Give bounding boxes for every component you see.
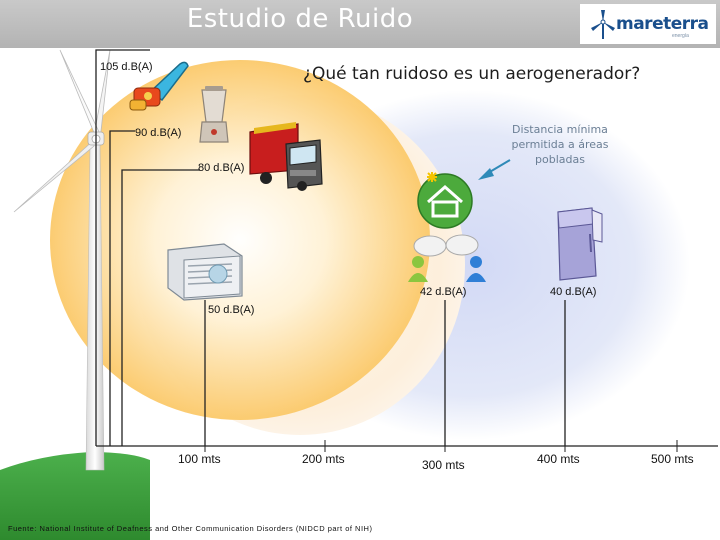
distance-label-100: 100 mts bbox=[178, 452, 221, 466]
level-label-refrigerator: 40 d.B(A) bbox=[550, 286, 597, 298]
source-note: Fuente: National Institute of Deafness a… bbox=[8, 524, 373, 533]
truck-icon bbox=[249, 122, 323, 191]
level-label-conversation: 42 d.B(A) bbox=[420, 286, 467, 298]
logo-subtext: energía bbox=[672, 33, 689, 39]
logo-turbine-icon bbox=[591, 10, 615, 39]
ground bbox=[0, 452, 150, 540]
chainsaw-icon bbox=[129, 61, 189, 111]
distance-label-500: 500 mts bbox=[651, 452, 694, 466]
level-label-blender: 90 d.B(A) bbox=[135, 127, 182, 139]
distance-label-200: 200 mts bbox=[302, 452, 345, 466]
level-lines bbox=[95, 49, 566, 446]
wind-turbine bbox=[13, 49, 111, 471]
level-label-truck: 80 d.B(A) bbox=[198, 162, 245, 174]
level-label-air-conditioner: 50 d.B(A) bbox=[208, 304, 255, 316]
refrigerator-icon bbox=[557, 207, 603, 281]
people-talking-icon bbox=[408, 234, 486, 282]
air-conditioner-icon bbox=[167, 243, 243, 301]
house-icon bbox=[417, 172, 473, 229]
slide-title: Estudio de Ruido bbox=[186, 4, 414, 34]
min-distance-note: Distancia mínima permitida a áreas pobla… bbox=[511, 123, 609, 166]
blender-icon bbox=[199, 86, 229, 143]
diagram-question: ¿Qué tan ruidoso es un aerogenerador? bbox=[303, 64, 641, 84]
distance-label-400: 400 mts bbox=[537, 452, 580, 466]
logo-text: mareterra bbox=[616, 14, 709, 34]
near-zone bbox=[50, 60, 430, 420]
level-label-chainsaw: 105 d.B(A) bbox=[100, 61, 153, 73]
distance-label-300: 300 mts bbox=[422, 458, 465, 472]
min-distance-arrow bbox=[478, 159, 511, 180]
